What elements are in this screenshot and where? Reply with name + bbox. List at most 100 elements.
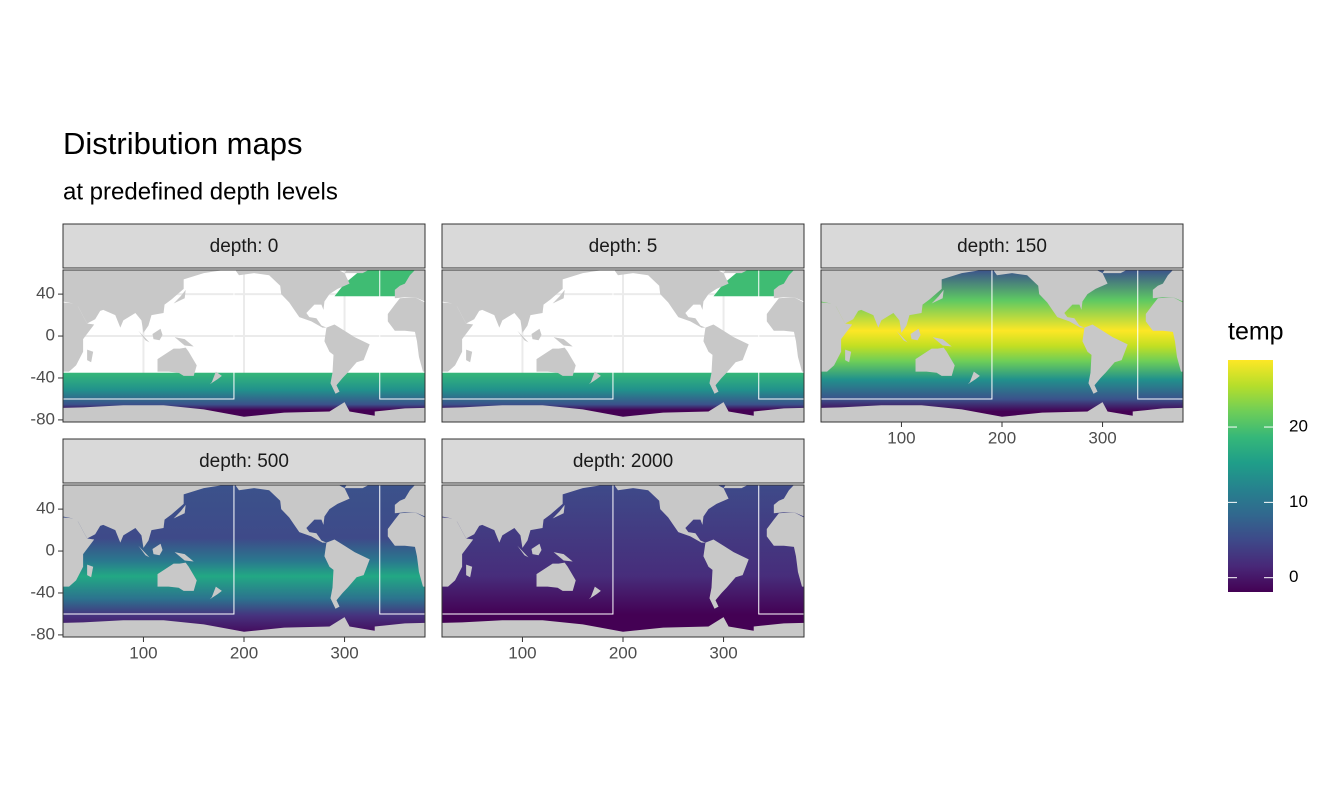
land <box>766 512 804 587</box>
land <box>157 562 197 591</box>
y-tick-label: 0 <box>46 326 55 345</box>
land <box>387 297 425 372</box>
legend-title: temp <box>1228 318 1284 346</box>
map-panel <box>63 485 425 637</box>
land <box>536 347 576 376</box>
land <box>442 617 804 637</box>
y-tick-label: 40 <box>36 499 55 518</box>
legend-tick-label: 0 <box>1289 567 1298 586</box>
land <box>63 402 425 422</box>
land <box>394 485 425 517</box>
box-line <box>758 270 804 400</box>
land <box>993 270 1108 328</box>
land <box>614 485 729 543</box>
land <box>766 297 804 372</box>
y-tick-label: 40 <box>36 284 55 303</box>
land <box>387 512 425 587</box>
land <box>1294 290 1306 304</box>
land <box>63 617 425 637</box>
land <box>466 564 473 578</box>
land <box>1278 348 1317 376</box>
land <box>374 622 425 637</box>
land <box>932 337 952 347</box>
land <box>916 552 935 561</box>
land <box>344 485 369 489</box>
box-line <box>379 270 425 400</box>
land <box>910 328 921 341</box>
land <box>967 371 980 385</box>
land <box>174 337 194 347</box>
land <box>152 543 163 556</box>
land <box>536 562 576 591</box>
land <box>1065 540 1110 609</box>
strip <box>62 438 426 484</box>
land <box>209 586 222 600</box>
land <box>394 270 425 302</box>
land <box>753 622 804 637</box>
x-tick-label: 200 <box>230 643 258 662</box>
map-panel <box>442 270 804 422</box>
land <box>517 330 529 343</box>
land <box>87 564 94 578</box>
strip <box>441 223 805 269</box>
land <box>821 402 1183 422</box>
land <box>845 349 852 363</box>
land <box>821 302 853 372</box>
land <box>879 546 890 558</box>
colorbar <box>1228 360 1273 592</box>
land <box>374 407 425 422</box>
x-tick-label: 100 <box>508 643 536 662</box>
land <box>63 270 224 333</box>
land <box>442 402 804 422</box>
legend-tick-label: 20 <box>1289 417 1308 436</box>
land <box>588 586 601 600</box>
land <box>63 485 224 548</box>
land <box>588 371 601 385</box>
land <box>703 539 749 609</box>
x-tick-label: 200 <box>988 428 1016 447</box>
land <box>773 270 804 302</box>
y-tick-label: -40 <box>30 367 55 386</box>
land <box>977 476 1091 543</box>
land <box>442 270 603 333</box>
x-tick-label: 300 <box>330 643 358 662</box>
land <box>324 324 370 394</box>
land <box>442 302 474 372</box>
y-tick-label: 0 <box>46 541 55 560</box>
box-line <box>758 485 804 615</box>
chart-title: Distribution maps <box>63 126 302 161</box>
land <box>466 349 473 363</box>
land <box>1102 270 1127 274</box>
strip <box>441 438 805 484</box>
land <box>1132 407 1183 422</box>
land <box>915 505 927 519</box>
land <box>324 539 370 609</box>
land <box>138 545 150 558</box>
x-tick-label: 300 <box>709 643 737 662</box>
land <box>893 544 903 556</box>
land <box>531 543 542 556</box>
box-line <box>442 485 614 615</box>
map-panel <box>442 476 1110 637</box>
land <box>1330 372 1342 385</box>
land <box>63 302 95 372</box>
land <box>517 545 529 558</box>
land <box>235 485 350 543</box>
land <box>553 552 573 562</box>
panel-border <box>441 269 805 423</box>
land <box>209 371 222 385</box>
strip <box>820 223 1184 269</box>
strip-label: depth: 5 <box>589 236 658 257</box>
box-line <box>1137 270 1183 400</box>
land <box>1152 270 1183 302</box>
land <box>552 289 565 304</box>
box-line <box>379 485 425 615</box>
land <box>552 504 565 519</box>
land <box>442 485 603 548</box>
land <box>174 552 194 562</box>
land <box>773 485 804 517</box>
land <box>703 324 749 394</box>
x-tick-label: 100 <box>887 428 915 447</box>
land <box>896 330 908 343</box>
box-line <box>821 270 993 400</box>
